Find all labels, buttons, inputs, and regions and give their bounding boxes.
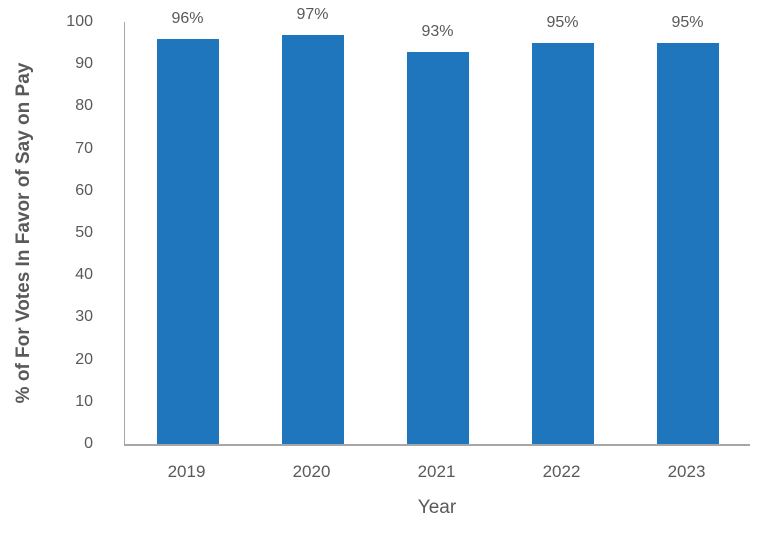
y-tick-label-10: 10 — [75, 392, 93, 410]
bar-2021 — [406, 51, 469, 444]
y-tick-label-0: 0 — [84, 435, 93, 452]
x-tick-label-2020: 2020 — [292, 462, 331, 481]
y-tick-label-80: 80 — [75, 97, 93, 115]
bar-2020 — [281, 34, 344, 444]
x-tick-label-2019: 2019 — [167, 462, 206, 481]
y-axis-tick-labels: 0 10 20 30 40 50 60 70 80 90 100 — [0, 0, 93, 536]
x-tick-label-2023: 2023 — [667, 462, 706, 481]
y-tick-label-60: 60 — [75, 181, 93, 199]
bar-2022 — [531, 43, 594, 444]
bar-value-label-2022: 95% — [546, 14, 579, 32]
bar-2019 — [156, 38, 219, 444]
y-tick-label-30: 30 — [75, 308, 93, 326]
bar-value-label-2021: 93% — [421, 22, 454, 40]
y-tick-label-50: 50 — [75, 224, 93, 241]
bar-value-label-2019: 96% — [171, 9, 204, 27]
y-tick-label-70: 70 — [75, 139, 93, 157]
x-axis-title: Year — [417, 497, 457, 518]
bar-value-label-2023: 95% — [671, 14, 704, 32]
y-tick-label-100: 100 — [66, 13, 93, 30]
x-tick-label-2022: 2022 — [542, 462, 581, 481]
bar-2023 — [656, 43, 719, 444]
plot-area: 96% 97% 93% 95% 95% — [124, 6, 750, 446]
y-tick-label-90: 90 — [75, 55, 93, 73]
x-tick-label-2021: 2021 — [417, 462, 456, 481]
y-tick-label-20: 20 — [75, 350, 93, 368]
y-tick-label-40: 40 — [75, 266, 93, 284]
bar-value-label-2020: 97% — [296, 5, 329, 23]
